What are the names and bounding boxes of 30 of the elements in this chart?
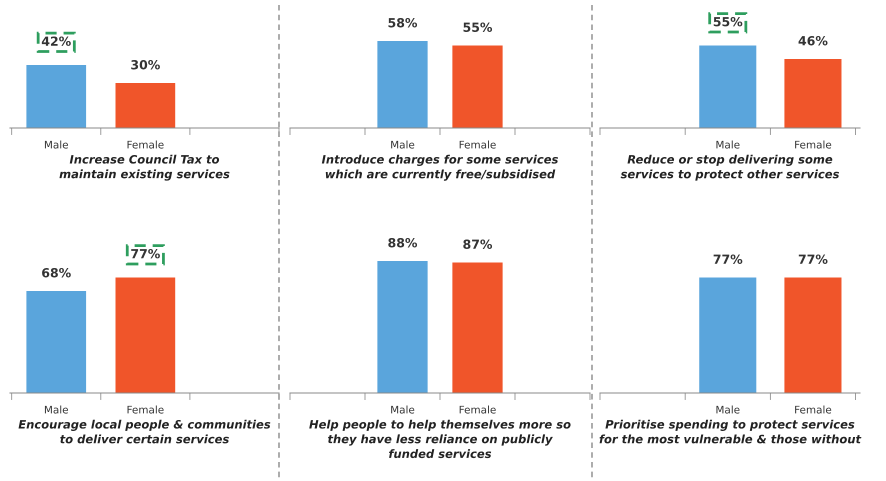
x-tick-label: Male [391,140,414,149]
data-label: 68% [42,268,71,278]
x-tick-label: Male [44,140,68,149]
x-tick-label: Female [128,140,164,149]
data-label: 46% [798,36,828,46]
x-tick-label: Female [795,140,832,149]
data-label: 77% [798,254,828,264]
data-label: 58% [388,18,418,28]
x-tick-label: Female [460,406,496,414]
x-axis-title: Help people to help themselves more so they have less reliance on publicly funded services [309,420,571,458]
annotation: 77% [131,248,160,258]
x-tick-label: Male [716,406,740,414]
annotation: 55% [714,16,742,26]
annotation: 42% [42,36,71,46]
x-axis-title: Introduce charges for some services which are currently free/subsidised [322,154,558,181]
x-tick-label: Female [128,406,164,414]
x-tick-label: Female [795,406,832,414]
x-tick-label: Female [460,140,496,149]
data-label: 77% [714,254,742,264]
data-label: 55% [464,22,492,32]
data-label: 88% [388,238,418,248]
x-axis-title: Increase Council Tax to maintain existing services [59,154,230,181]
x-tick-label: Male [44,406,68,414]
x-axis-title: Prioritise spending to protect services for the most vulnerable & those without [600,420,862,444]
x-axis-title: Encourage local people & communities to deliver certain services [18,420,270,444]
x-tick-label: Male [716,140,740,149]
x-axis-title: Reduce or stop delivering some services to protect other services [620,154,840,181]
x-tick-label: Male [391,406,414,414]
data-label: 30% [131,60,160,70]
data-label: 87% [463,240,492,249]
